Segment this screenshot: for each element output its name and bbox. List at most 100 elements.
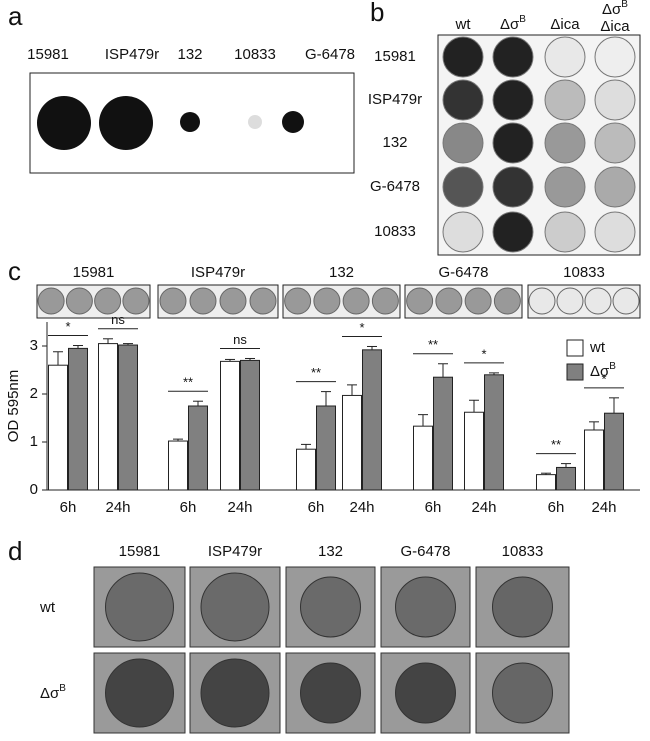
bar	[68, 347, 88, 491]
well	[492, 166, 534, 208]
well	[442, 211, 484, 253]
strain-label: 132	[177, 46, 202, 63]
colony	[395, 576, 456, 638]
well	[249, 287, 277, 315]
well	[556, 287, 584, 315]
strain-label: 10833	[234, 46, 276, 63]
blot-spot	[282, 111, 304, 133]
strain-label: ISP479r	[105, 46, 159, 63]
well	[342, 287, 370, 315]
significance-label: *	[481, 346, 486, 361]
bar	[316, 405, 336, 491]
significance-label: **	[183, 375, 193, 390]
row-label-main: Δσ	[40, 685, 60, 702]
well	[442, 166, 484, 208]
significance-label: ns	[111, 312, 125, 327]
bar	[484, 374, 504, 491]
blot-spot	[248, 115, 262, 129]
x-tick-label: 24h	[349, 499, 374, 516]
legend-label: ΔσB	[590, 361, 616, 380]
well	[94, 287, 122, 315]
x-tick-label: 24h	[227, 499, 252, 516]
bar	[48, 364, 68, 491]
well	[406, 287, 434, 315]
strain-label: 15981	[73, 264, 115, 281]
colony	[300, 662, 361, 724]
colony	[105, 572, 174, 642]
row-label: 15981	[374, 48, 416, 65]
row-label-main: wt	[39, 599, 56, 616]
column-header-main: Δσ	[602, 1, 622, 18]
row-label: ΔσB	[40, 683, 66, 702]
column-header: 132	[318, 543, 343, 560]
well	[122, 287, 150, 315]
row-label: ISP479r	[368, 91, 422, 108]
significance-label: *	[65, 319, 70, 334]
column-header: ΔσB	[500, 14, 526, 33]
row-label: wt	[39, 599, 56, 616]
well	[544, 79, 586, 121]
panel-label: a	[8, 1, 23, 31]
well	[594, 211, 636, 253]
well	[37, 287, 65, 315]
well	[492, 211, 534, 253]
well	[612, 287, 640, 315]
panel-label: b	[370, 0, 384, 27]
well	[442, 79, 484, 121]
column-header-main: wt	[455, 16, 472, 33]
y-tick-label: 0	[30, 481, 38, 498]
well	[544, 122, 586, 164]
x-tick-label: 24h	[105, 499, 130, 516]
legend-sup: B	[609, 361, 616, 372]
column-header: wt	[455, 16, 472, 33]
well	[219, 287, 247, 315]
well	[544, 36, 586, 78]
bar	[464, 411, 484, 491]
strain-label: 15981	[27, 46, 69, 63]
well	[159, 287, 187, 315]
well	[594, 36, 636, 78]
x-tick-label: 24h	[591, 499, 616, 516]
significance-label: **	[311, 365, 321, 380]
colony	[105, 658, 174, 728]
x-tick-label: 6h	[548, 499, 565, 516]
strain-label: ISP479r	[191, 264, 245, 281]
well	[594, 79, 636, 121]
well	[493, 287, 521, 315]
row-label: 10833	[374, 223, 416, 240]
column-header: 15981	[119, 543, 161, 560]
bar	[556, 466, 576, 491]
strain-label: G-6478	[438, 264, 488, 281]
well	[492, 36, 534, 78]
well	[528, 287, 556, 315]
colony	[395, 662, 456, 724]
significance-label: **	[428, 337, 438, 352]
strain-label: G-6478	[305, 46, 355, 63]
x-tick-label: 6h	[60, 499, 77, 516]
bar	[118, 344, 138, 491]
colony	[200, 572, 270, 642]
y-tick-label: 3	[30, 337, 38, 354]
bar	[536, 474, 556, 491]
significance-label: ns	[233, 332, 247, 347]
strain-label: 10833	[563, 264, 605, 281]
bar	[296, 448, 316, 491]
column-header: Δica	[550, 16, 580, 33]
row-label-sup: B	[59, 683, 66, 694]
well	[594, 166, 636, 208]
significance-label: *	[601, 371, 606, 386]
panel-label: d	[8, 536, 22, 566]
well	[464, 287, 492, 315]
bar	[168, 440, 188, 491]
bar	[240, 359, 260, 491]
well	[435, 287, 463, 315]
well	[544, 211, 586, 253]
bar	[433, 376, 453, 491]
x-tick-label: 6h	[425, 499, 442, 516]
panel-label: c	[8, 256, 21, 286]
strain-label: 132	[329, 264, 354, 281]
significance-label: *	[359, 320, 364, 335]
column-header-main: Δica	[550, 16, 580, 33]
bar	[342, 394, 362, 491]
x-tick-label: 24h	[471, 499, 496, 516]
